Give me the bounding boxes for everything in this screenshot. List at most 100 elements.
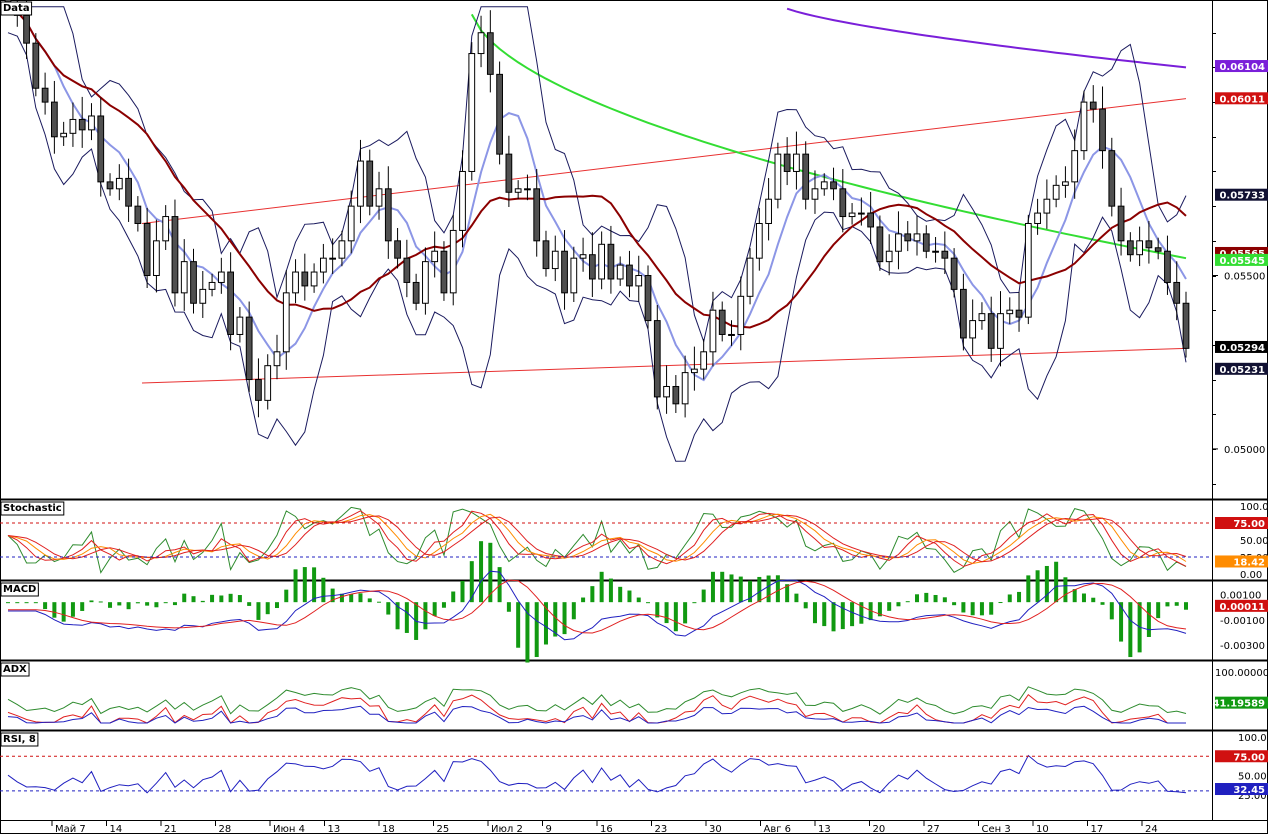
candle-body (162, 216, 170, 242)
candle-body (598, 243, 606, 280)
candle-body (913, 233, 921, 242)
price-tag: 0.05231 (1219, 365, 1265, 376)
candle-body (319, 257, 327, 273)
macd-histogram-bar (43, 602, 48, 610)
macd-histogram-bar (1063, 577, 1068, 603)
macd-histogram-bar (1081, 593, 1086, 603)
price-tag: 0.05545 (1219, 256, 1265, 267)
candle-body (626, 264, 633, 287)
macd-histogram-bar (571, 602, 576, 620)
candle-body (922, 233, 930, 252)
candle-body (876, 226, 884, 263)
macd-histogram-bar (812, 602, 817, 624)
candle-body (533, 188, 541, 242)
price-tag-bg (1215, 60, 1268, 73)
candle-body (357, 160, 364, 207)
macd-histogram-bar (284, 589, 289, 603)
macd-histogram-bar (126, 602, 131, 610)
stochastic-tick-label: 50.00 (1240, 536, 1268, 547)
macd-histogram-bar (70, 602, 75, 617)
candle-body (60, 132, 68, 138)
price-tag: 0.05294 (1219, 343, 1265, 354)
bollinger-lower-band (7, 32, 1187, 462)
candle-body (125, 177, 132, 207)
candle-body (867, 212, 875, 228)
time-tick-label: 23 (655, 824, 668, 834)
candle-body (1062, 181, 1069, 186)
macd-histogram-bar (1007, 594, 1012, 603)
candle-body (691, 368, 698, 374)
macd-histogram-bar (1017, 591, 1022, 603)
candle-body (755, 222, 763, 259)
candle-body (227, 271, 234, 335)
macd-histogram-bar (646, 602, 651, 604)
time-tick-label: 13 (818, 824, 831, 834)
candle-body (1052, 184, 1060, 200)
macd-histogram-bar (859, 602, 864, 624)
macd-histogram-bar (1109, 602, 1114, 620)
macd-histogram-bar (182, 593, 187, 603)
macd-histogram-bar (80, 602, 85, 611)
candle-body (477, 32, 485, 55)
macd-histogram-bar (432, 602, 437, 616)
macd-histogram-bar (887, 602, 892, 611)
candle-body (1034, 212, 1041, 224)
macd-tick-label: 0.00100 (1220, 591, 1261, 602)
macd-tick-label: -0.00100 (1220, 616, 1265, 627)
macd-histogram-bar (200, 600, 205, 603)
candle-body (857, 212, 865, 215)
macd-histogram-bar (395, 602, 400, 630)
candle-body (1108, 150, 1116, 207)
candle-body (273, 351, 281, 367)
macd-histogram-bar (163, 602, 168, 604)
time-tick-label: Авг 6 (764, 824, 792, 834)
macd-histogram-bar (608, 578, 613, 603)
macd-histogram-bar (1044, 565, 1049, 603)
candle-body (839, 188, 847, 218)
candle-body (505, 153, 513, 193)
macd-histogram-bar (52, 602, 57, 618)
macd-histogram-bar (219, 595, 224, 603)
time-tick-label: Июн 4 (273, 824, 305, 834)
time-tick-label: 17 (1091, 824, 1104, 834)
macd-histogram-bar (692, 602, 697, 604)
macd-histogram-bar (1165, 602, 1170, 607)
candle-body (774, 153, 782, 200)
macd-tick-label: -0.00300 (1220, 641, 1265, 652)
price-tag: 0.06011 (1219, 94, 1265, 105)
macd-histogram-bar (961, 602, 966, 613)
candle-body (644, 275, 652, 322)
macd-histogram-bar (915, 594, 920, 603)
candle-body (1117, 205, 1125, 242)
macd-histogram-bar (720, 571, 725, 603)
macd-histogram-bar (15, 602, 20, 604)
candle-body (1080, 101, 1088, 152)
macd-histogram-bar (265, 602, 270, 615)
macd-tag: 0.00011 (1219, 602, 1265, 613)
macd-histogram-bar (423, 602, 428, 630)
panel-title-box (0, 662, 30, 677)
candle-body (347, 205, 355, 242)
candle-body (579, 254, 587, 259)
candle-body (765, 198, 772, 224)
time-tick-label: Июл 2 (491, 824, 523, 834)
macd-histogram-bar (33, 602, 38, 604)
price-tag: 0.06104 (1219, 62, 1265, 73)
candle-body (653, 320, 661, 398)
candle-body (412, 281, 420, 304)
candle-body (384, 188, 392, 242)
macd-histogram-bar (469, 561, 474, 603)
panel-title: RSI, 8 (3, 734, 36, 745)
candle-body (208, 281, 216, 290)
time-tick-label: 28 (219, 824, 232, 834)
macd-histogram-bar (451, 591, 456, 603)
panel-title: MACD (3, 584, 36, 595)
candle-body (394, 240, 401, 259)
candle-body (737, 295, 745, 335)
candle-body (97, 115, 105, 183)
candle-body (255, 379, 262, 401)
candle-body (23, 14, 30, 44)
stochastic-tick-label: 0.00 (1240, 570, 1262, 581)
candle-body (793, 153, 800, 172)
